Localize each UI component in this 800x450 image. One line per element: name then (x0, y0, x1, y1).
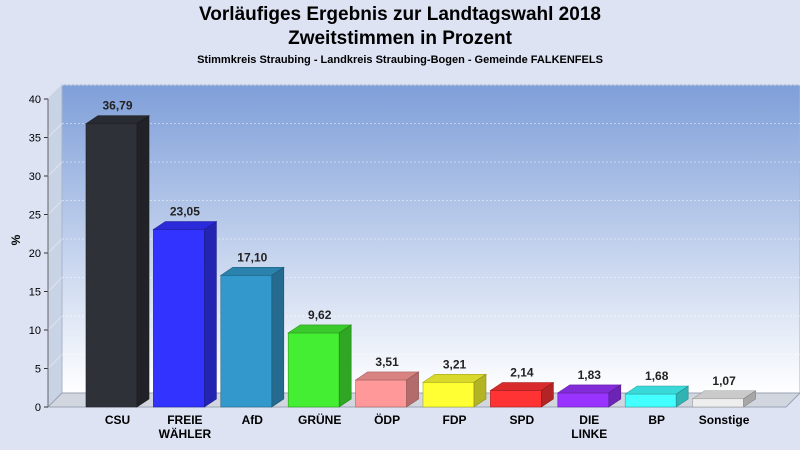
bar-value-label: 1,68 (645, 369, 669, 383)
grid-line-side (47, 277, 63, 292)
y-tick-label: 20 (29, 248, 41, 260)
grid-line-side (47, 200, 63, 215)
bar (354, 371, 420, 408)
x-tick-label: FDP (443, 413, 467, 427)
bar-value-label: 17,10 (237, 250, 267, 264)
x-tick-label: ÖDP (374, 412, 400, 427)
bar-value-label: 2,14 (510, 366, 534, 380)
x-tick-label: CSU (105, 413, 130, 427)
bar (85, 115, 150, 408)
bar-value-label: 1,83 (578, 368, 602, 382)
grid-line-side (47, 123, 63, 138)
bar (691, 390, 757, 408)
x-tick-label: BP (648, 413, 665, 427)
x-tick-label: FREIE WÄHLER (159, 413, 212, 441)
bar-value-label: 36,79 (102, 99, 132, 113)
bar-value-label: 9,62 (308, 308, 332, 322)
grid-line-side (47, 84, 63, 100)
chart-title-line-2: Zweitstimmen in Prozent (288, 28, 512, 49)
bar (624, 385, 690, 408)
bar-value-label: 1,07 (712, 374, 736, 388)
chart-subtitle: Stimmkreis Straubing - Landkreis Straubi… (197, 54, 603, 66)
grid-line-side (47, 238, 63, 254)
bar (152, 220, 218, 408)
y-tick-label: 5 (35, 364, 41, 376)
bar (287, 324, 353, 408)
x-tick-label: Sonstige (699, 413, 750, 427)
y-axis-label: % (9, 234, 23, 245)
grid-line-side (47, 354, 63, 369)
y-tick-label: 0 (35, 402, 41, 414)
bar (422, 373, 487, 408)
bar (219, 266, 285, 408)
x-tick-label: DIE LINKE (571, 413, 607, 441)
y-tick-label: 30 (29, 171, 41, 183)
bar-value-label: 23,05 (170, 205, 200, 219)
bar-value-label: 3,51 (375, 355, 399, 369)
y-tick-label: 25 (29, 210, 41, 222)
y-tick-label: 35 (29, 133, 41, 145)
x-tick-label: GRÜNE (298, 412, 341, 427)
bar-value-label: 3,21 (443, 357, 467, 371)
y-tick-label: 40 (29, 94, 41, 106)
bar (556, 384, 622, 408)
y-tick-label: 10 (29, 325, 41, 337)
x-tick-label: AfD (242, 413, 264, 427)
bar (489, 381, 555, 408)
x-tick-label: SPD (510, 413, 535, 427)
chart-title: Vorläufiges Ergebnis zur Landtagswahl 20… (199, 4, 601, 25)
grid-line-side (47, 315, 63, 331)
y-tick-label: 15 (29, 287, 41, 299)
grid-line-side (47, 161, 63, 177)
